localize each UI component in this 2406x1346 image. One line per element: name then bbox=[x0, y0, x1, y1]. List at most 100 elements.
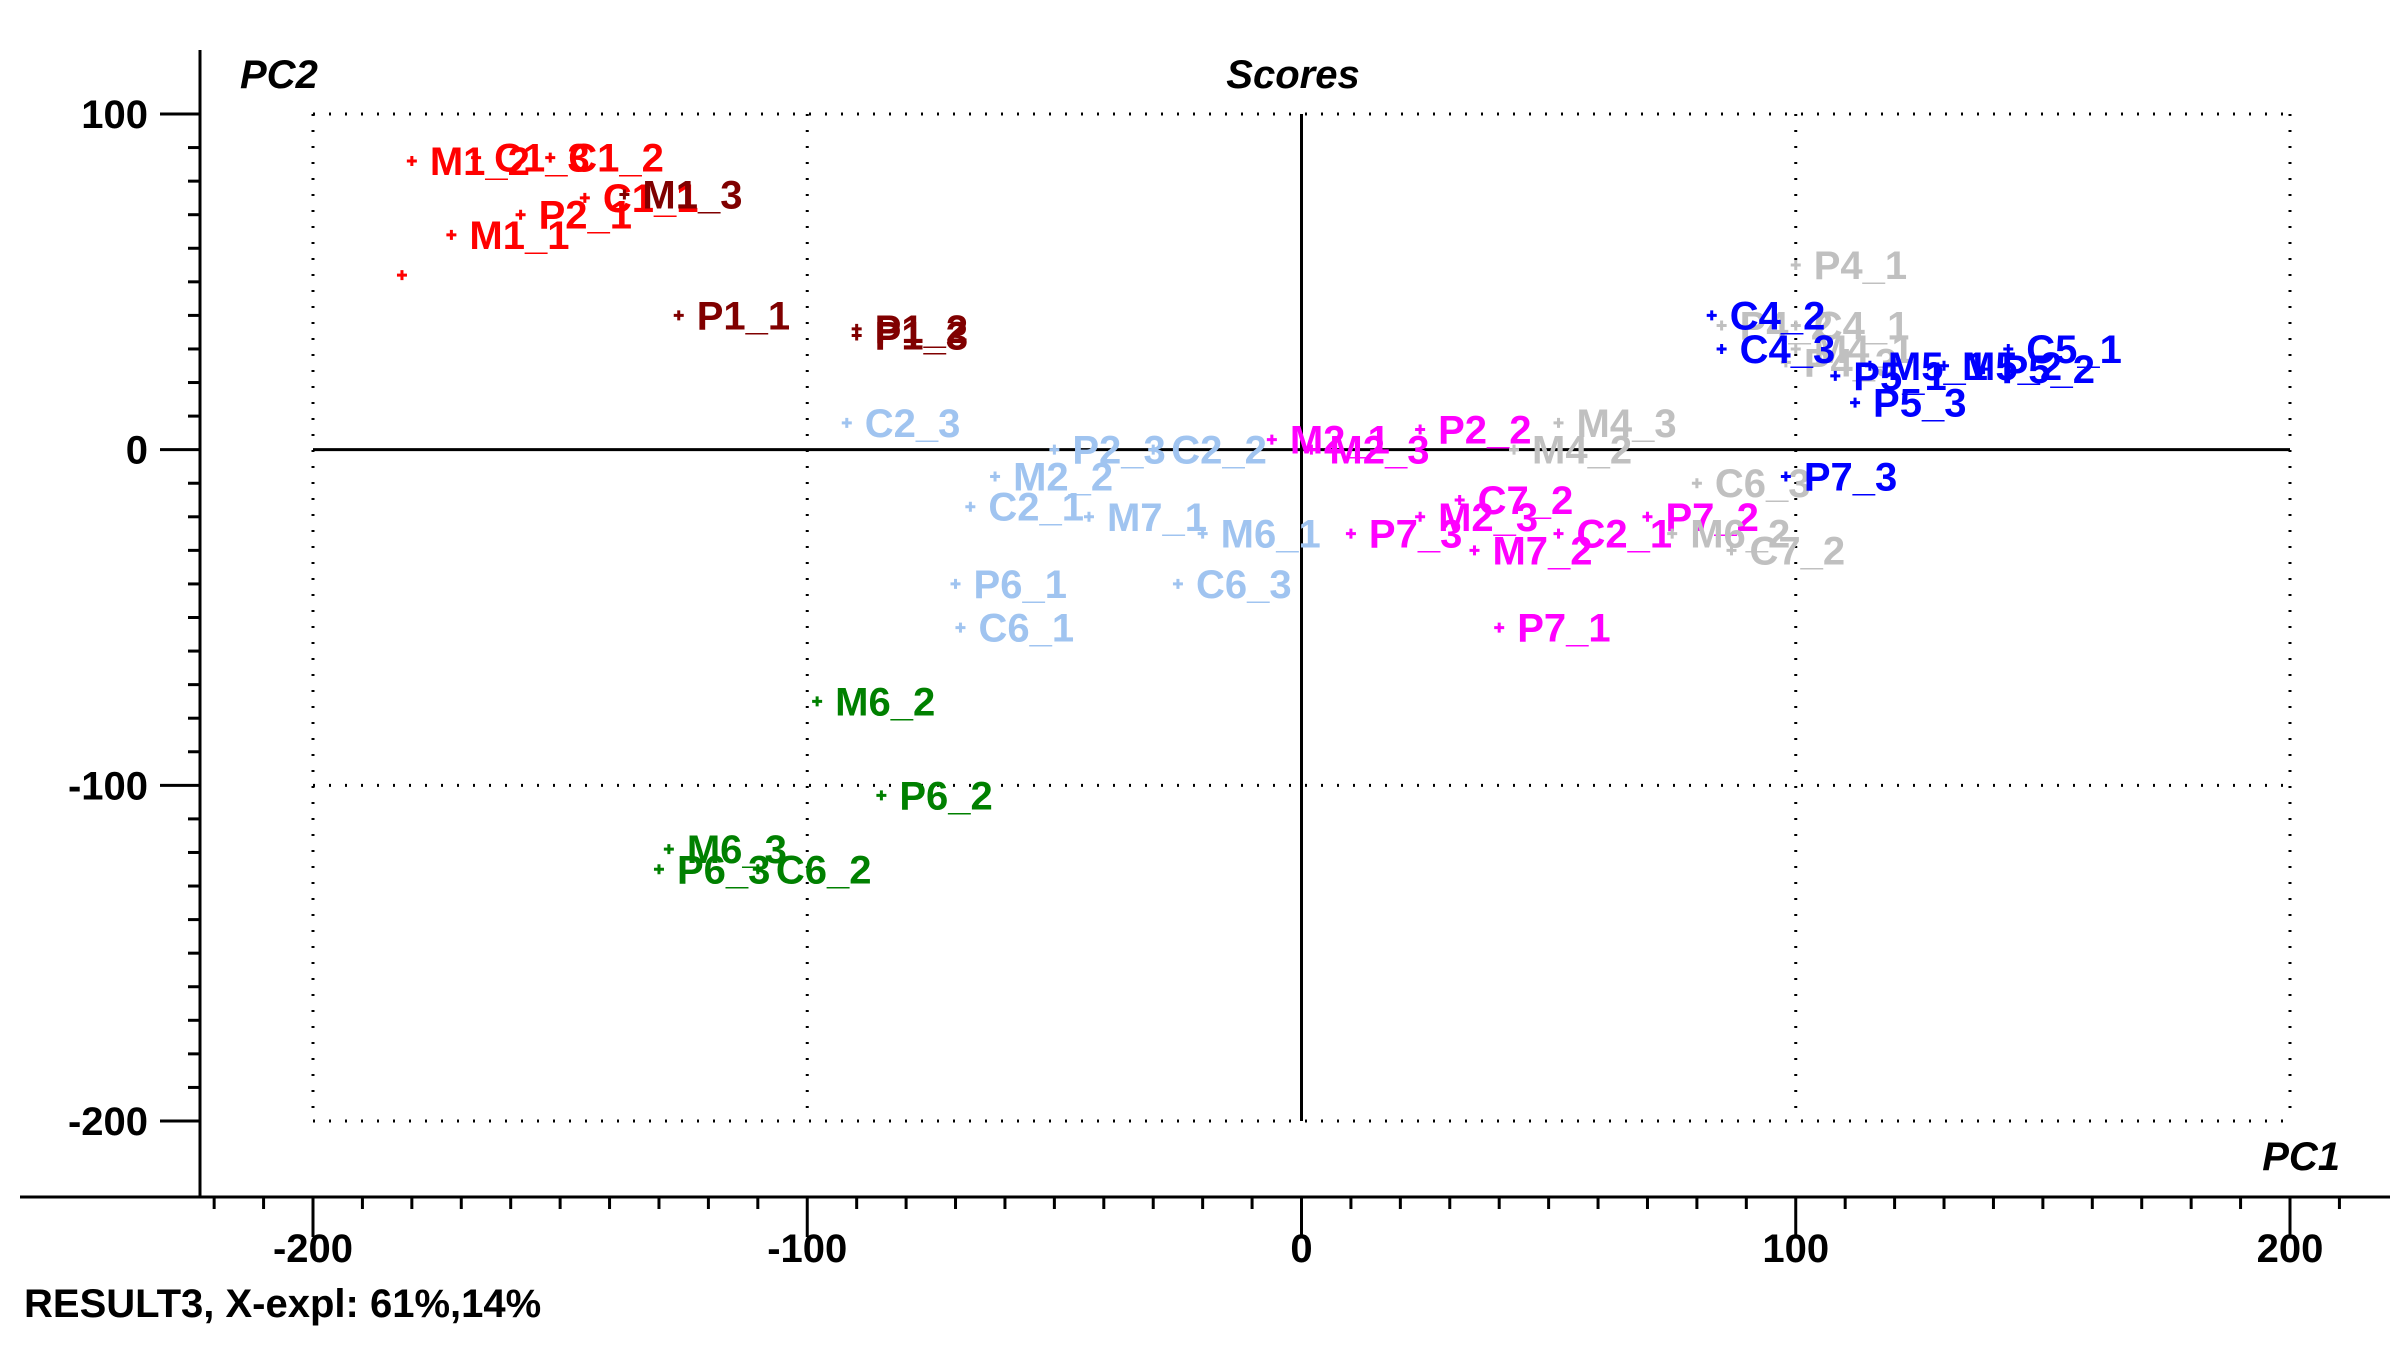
data-label: M2_1 bbox=[1290, 419, 1390, 463]
data-label: P5_2 bbox=[2002, 348, 2095, 392]
data-label: M4_3 bbox=[1577, 402, 1677, 446]
data-label: P2_2 bbox=[1438, 409, 1531, 453]
data-point bbox=[1469, 545, 1480, 556]
data-label: P1_2 bbox=[875, 308, 968, 352]
data-label: C7_2 bbox=[1478, 479, 1574, 523]
data-label: M2_3 bbox=[1329, 429, 1429, 473]
data-point bbox=[1830, 370, 1841, 381]
data-point bbox=[545, 152, 556, 163]
axes bbox=[20, 50, 2390, 1199]
chart-title: Scores bbox=[1226, 53, 1359, 97]
data-label: P4_3 bbox=[1804, 341, 1897, 385]
data-label: M6_1 bbox=[1221, 513, 1321, 557]
data-point bbox=[396, 270, 407, 281]
data-point bbox=[619, 189, 630, 200]
data-point bbox=[653, 864, 664, 875]
y-tick-label: -200 bbox=[68, 1100, 148, 1144]
data-point bbox=[446, 229, 457, 240]
x-tick-label: -200 bbox=[273, 1227, 353, 1271]
data-point bbox=[1716, 343, 1727, 354]
data-label: M7_1 bbox=[1107, 496, 1207, 540]
data-point bbox=[841, 417, 852, 428]
data-point bbox=[1780, 471, 1791, 482]
data-label: C2_1 bbox=[988, 486, 1084, 530]
series-group-red: M1_2C1_3P2_1C1_1M1_1C1_2 bbox=[396, 137, 699, 281]
data-label: M1_3 bbox=[642, 174, 742, 218]
data-point bbox=[1691, 478, 1702, 489]
x-tick-label: 100 bbox=[1762, 1227, 1829, 1271]
data-label: M1_1 bbox=[469, 214, 569, 258]
data-point bbox=[1850, 397, 1861, 408]
data-label: C6_2 bbox=[776, 848, 872, 892]
data-point bbox=[876, 790, 887, 801]
data-point bbox=[1939, 360, 1950, 371]
data-label: M6_2 bbox=[1690, 513, 1790, 557]
data-point bbox=[1642, 511, 1653, 522]
data-point bbox=[1306, 444, 1317, 455]
x-tick-label: 0 bbox=[1290, 1227, 1312, 1271]
y-tick-label: 0 bbox=[126, 429, 148, 473]
data-label: M5_1 bbox=[1888, 345, 1988, 389]
data-label: P7_3 bbox=[1369, 513, 1462, 557]
data-point bbox=[1415, 424, 1426, 435]
data-point bbox=[406, 155, 417, 166]
y-tick-label: -100 bbox=[68, 764, 148, 808]
data-label: P7_1 bbox=[1517, 607, 1610, 651]
data-label: M7_2 bbox=[1492, 529, 1592, 573]
data-point bbox=[851, 330, 862, 341]
data-point bbox=[812, 696, 823, 707]
data-label: C4_3 bbox=[1740, 328, 1836, 372]
data-point bbox=[1706, 310, 1717, 321]
data-point bbox=[1978, 364, 1989, 375]
data-label: C6_3 bbox=[1196, 563, 1292, 607]
data-label: M2_3 bbox=[1438, 496, 1538, 540]
data-point bbox=[1716, 320, 1727, 331]
data-label: M4_1 bbox=[1814, 328, 1914, 372]
series-group-green: M6_2P6_2M6_3P6_3 C6_2 bbox=[653, 680, 993, 892]
x-axis-label: PC1 bbox=[2262, 1135, 2340, 1179]
data-label: C5_1 bbox=[2026, 328, 2122, 372]
data-label: P6_2 bbox=[899, 774, 992, 818]
data-point bbox=[1148, 444, 1159, 455]
data-label: M6_3 bbox=[687, 828, 787, 872]
data-point bbox=[950, 578, 961, 589]
result-footer: RESULT3, X-expl: 61%,14% bbox=[24, 1282, 542, 1326]
data-point bbox=[2003, 343, 2014, 354]
data-point bbox=[1494, 622, 1505, 633]
data-label: M4_2 bbox=[1532, 429, 1632, 473]
x-tick-label: 200 bbox=[2257, 1227, 2324, 1271]
y-axis-label: PC2 bbox=[240, 53, 318, 97]
series-group-magenta: M2_1M2_3 P2_2P7_3M2_3C7_2M7_2C2_1P7_1P7_2 bbox=[1266, 409, 1759, 651]
data-label: P4_2 bbox=[1740, 304, 1833, 348]
ticks: 100 0 -100 -200 -200 -100 0 100 200 bbox=[68, 93, 2341, 1271]
data-label: C1_1 bbox=[603, 177, 699, 221]
data-point bbox=[1667, 528, 1678, 539]
data-point bbox=[965, 501, 976, 512]
data-points: M1_2C1_3P2_1C1_1M1_1C1_2M1_3P1_1 P1_2P1_3… bbox=[396, 137, 2122, 892]
data-point bbox=[1345, 528, 1356, 539]
data-label: M2_2 bbox=[1013, 456, 1113, 500]
data-point bbox=[1049, 444, 1060, 455]
data-point bbox=[1553, 528, 1564, 539]
data-label: P7_3 bbox=[1804, 456, 1897, 500]
data-label: P6_1 bbox=[974, 563, 1067, 607]
data-label: C6_3 bbox=[1715, 462, 1811, 506]
data-point bbox=[673, 310, 684, 321]
series-group-blue: C4_2C4_3P5_1M5_1M5_2P5_2C5_1P5_3P7_3 bbox=[1706, 294, 2122, 500]
data-point bbox=[663, 844, 674, 855]
data-point bbox=[471, 152, 482, 163]
data-point bbox=[1790, 320, 1801, 331]
data-point bbox=[955, 622, 966, 633]
data-label: C7_2 bbox=[1749, 529, 1845, 573]
data-label: C4_2 bbox=[1730, 294, 1826, 338]
data-point bbox=[990, 471, 1001, 482]
data-label: P5_3 bbox=[1873, 382, 1966, 426]
data-label: C2_1 bbox=[1577, 513, 1673, 557]
data-point bbox=[579, 192, 590, 203]
data-label: C1_3 bbox=[494, 137, 590, 181]
data-point bbox=[1780, 357, 1791, 368]
data-point bbox=[752, 864, 763, 875]
data-label: P4_1 bbox=[1814, 244, 1907, 288]
data-point bbox=[515, 209, 526, 220]
